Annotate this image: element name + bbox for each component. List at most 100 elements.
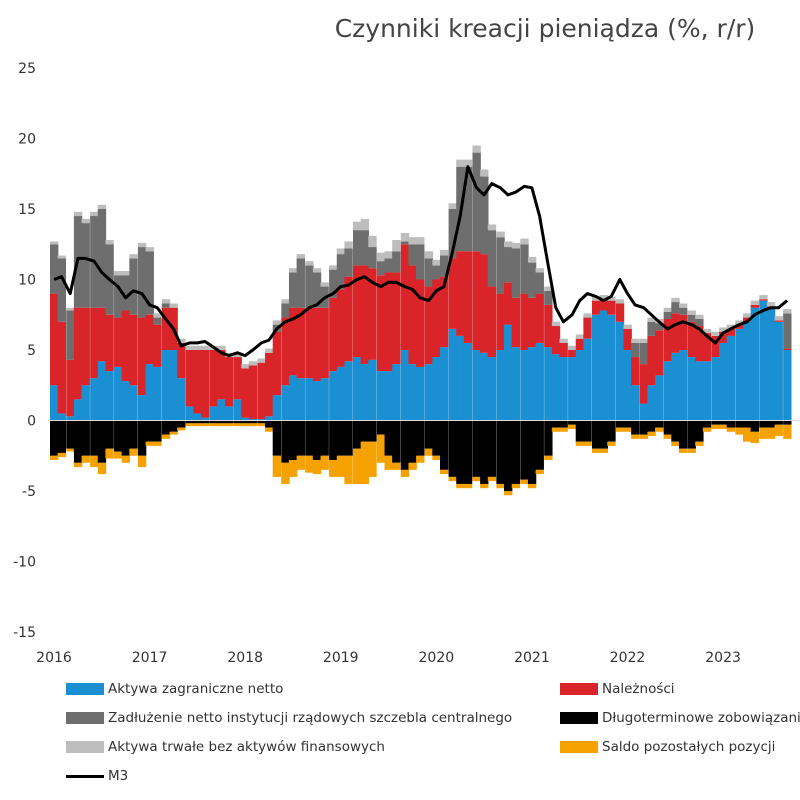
bar-segment bbox=[544, 347, 553, 421]
bar-segment bbox=[177, 378, 186, 421]
bar-segment bbox=[224, 406, 234, 421]
bar-segment bbox=[735, 324, 744, 329]
bar-segment bbox=[463, 342, 473, 421]
bar-segment bbox=[439, 276, 449, 348]
bar-segment bbox=[408, 237, 417, 245]
bar-segment bbox=[774, 320, 783, 322]
bar-segment bbox=[448, 420, 457, 477]
bar-segment bbox=[233, 420, 242, 424]
bar-segment bbox=[400, 241, 410, 245]
x-tick-label: 2018 bbox=[227, 650, 263, 666]
x-axis-ticks: 2016 2017 2018 2019 2020 2021 2022 2023 bbox=[36, 650, 741, 666]
y-tick-label: -15 bbox=[13, 625, 36, 641]
bar-segment bbox=[376, 252, 386, 262]
bar-segment bbox=[647, 431, 656, 437]
bar-segment bbox=[90, 307, 99, 379]
bar-segment bbox=[575, 350, 585, 421]
x-tick-label: 2022 bbox=[610, 650, 646, 666]
bar-segment bbox=[281, 420, 290, 463]
legend: Aktywa zagraniczne netto Należności Zadł… bbox=[66, 678, 800, 798]
bar-segment bbox=[774, 321, 783, 421]
bar-segment bbox=[312, 459, 322, 475]
bar-segment bbox=[121, 271, 131, 276]
bar-segment bbox=[248, 419, 258, 421]
x-tick-label: 2020 bbox=[419, 650, 455, 666]
bar-segment bbox=[671, 302, 680, 314]
bar-segment bbox=[647, 385, 656, 421]
bar-series-group bbox=[50, 145, 792, 496]
bar-segment bbox=[177, 338, 186, 343]
bar-segment bbox=[329, 459, 338, 477]
bar-segment bbox=[153, 366, 162, 421]
bar-segment bbox=[774, 316, 783, 321]
bar-segment bbox=[272, 420, 282, 456]
bar-segment bbox=[774, 420, 783, 425]
bar-segment bbox=[185, 345, 195, 350]
bar-segment bbox=[97, 420, 107, 463]
bar-segment bbox=[193, 420, 202, 424]
bar-segment bbox=[480, 254, 489, 353]
bar-segment bbox=[647, 317, 656, 322]
bar-segment bbox=[631, 420, 640, 435]
y-tick-label: 0 bbox=[27, 414, 36, 430]
bar-segment bbox=[726, 420, 736, 428]
bar-segment bbox=[487, 476, 497, 482]
bar-segment bbox=[742, 420, 752, 428]
legend-label: M3 bbox=[108, 768, 129, 784]
bar-segment bbox=[750, 420, 760, 432]
bar-segment bbox=[265, 427, 274, 432]
bar-segment bbox=[783, 313, 792, 349]
bar-segment bbox=[384, 371, 393, 421]
bar-segment bbox=[551, 420, 561, 428]
bar-segment bbox=[288, 459, 298, 477]
bar-segment bbox=[599, 299, 608, 311]
bar-segment bbox=[353, 265, 362, 358]
bar-segment bbox=[265, 416, 274, 421]
bar-segment bbox=[241, 417, 250, 421]
bar-segment bbox=[145, 364, 154, 421]
bar-segment bbox=[687, 420, 696, 449]
bar-segment bbox=[161, 299, 171, 304]
bar-segment bbox=[432, 357, 441, 421]
bar-segment bbox=[384, 272, 393, 372]
bar-segment bbox=[599, 448, 608, 453]
bar-segment bbox=[783, 350, 792, 421]
bar-segment bbox=[177, 342, 186, 379]
bar-segment bbox=[296, 455, 305, 470]
bar-segment bbox=[480, 420, 489, 484]
bar-segment bbox=[312, 307, 322, 382]
bar-segment bbox=[161, 303, 171, 308]
bar-segment bbox=[783, 309, 792, 314]
bar-segment bbox=[185, 406, 195, 421]
bar-segment bbox=[472, 251, 481, 350]
bar-segment bbox=[233, 352, 242, 358]
bar-segment bbox=[241, 420, 250, 424]
bar-segment bbox=[719, 327, 728, 332]
y-axis-ticks: -15 -10 -5 0 5 10 15 20 25 bbox=[13, 61, 36, 641]
bar-segment bbox=[463, 166, 473, 252]
bar-segment bbox=[702, 328, 712, 334]
bar-segment bbox=[376, 434, 386, 463]
bar-segment bbox=[504, 491, 513, 496]
bar-segment bbox=[702, 361, 712, 421]
bar-segment bbox=[520, 350, 529, 421]
bar-segment bbox=[783, 424, 792, 439]
bar-segment bbox=[392, 251, 401, 273]
bar-segment bbox=[432, 455, 441, 460]
bar-segment bbox=[360, 364, 370, 421]
bar-segment bbox=[344, 241, 353, 249]
bar-segment bbox=[735, 427, 744, 435]
bar-segment bbox=[224, 357, 234, 407]
bar-segment bbox=[137, 242, 147, 248]
bar-segment bbox=[129, 258, 138, 315]
bar-segment bbox=[551, 427, 561, 432]
bar-segment bbox=[201, 345, 210, 350]
bar-segment bbox=[568, 424, 577, 429]
bar-segment bbox=[201, 420, 210, 424]
bar-segment bbox=[424, 420, 434, 449]
bar-segment bbox=[702, 333, 712, 362]
bar-segment bbox=[599, 310, 608, 421]
bar-segment bbox=[360, 420, 370, 442]
bar-segment bbox=[535, 293, 544, 343]
